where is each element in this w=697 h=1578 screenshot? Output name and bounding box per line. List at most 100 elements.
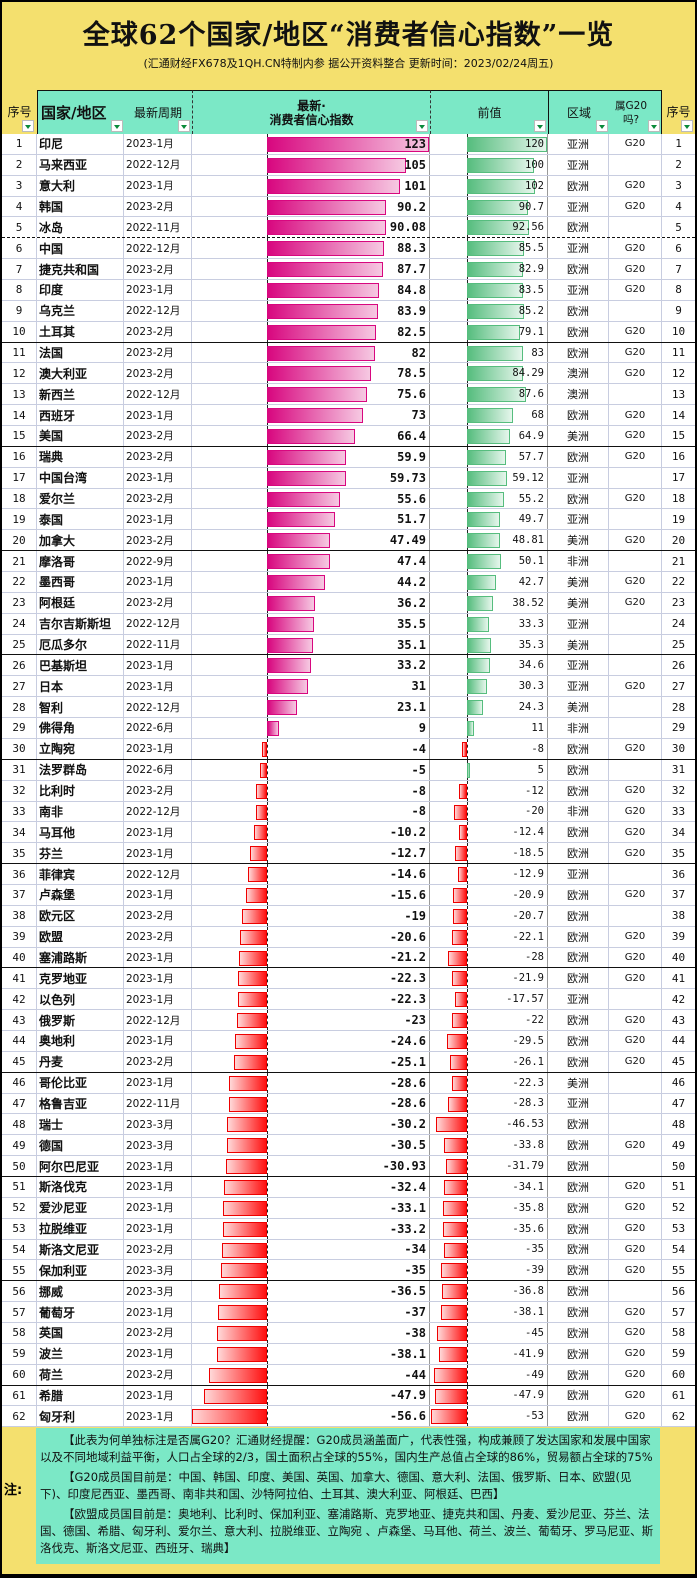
latest-index-cell: -30.93 bbox=[192, 1156, 430, 1176]
filter-dropdown-icon[interactable] bbox=[648, 120, 660, 132]
filter-dropdown-icon[interactable] bbox=[22, 120, 34, 132]
table-row[interactable]: 45 丹麦 2023-2月 -25.1 -26.1 欧洲 G20 45 bbox=[2, 1051, 695, 1073]
table-row[interactable]: 40 塞浦路斯 2023-1月 -21.2 -28 欧洲 G20 40 bbox=[2, 947, 695, 969]
table-row[interactable]: 54 斯洛文尼亚 2023-2月 -34 -35 欧洲 G20 54 bbox=[2, 1239, 695, 1261]
latest-period: 2023-1月 bbox=[124, 947, 192, 968]
table-row[interactable]: 52 爱沙尼亚 2023-1月 -33.1 -35.8 欧洲 G20 52 bbox=[2, 1197, 695, 1219]
filter-dropdown-icon[interactable] bbox=[681, 120, 693, 132]
prev-bar bbox=[467, 554, 501, 570]
table-row[interactable]: 19 泰国 2023-1月 51.7 49.7 亚洲 19 bbox=[2, 509, 695, 531]
table-row[interactable]: 44 奥地利 2023-1月 -24.6 -29.5 欧洲 G20 44 bbox=[2, 1030, 695, 1052]
table-row[interactable]: 20 加拿大 2023-2月 47.49 48.81 美洲 G20 20 bbox=[2, 530, 695, 552]
table-row[interactable]: 47 格鲁吉亚 2022-11月 -28.6 -28.3 亚洲 47 bbox=[2, 1093, 695, 1115]
table-row[interactable]: 7 捷克共和国 2023-2月 87.7 82.9 欧洲 G20 7 bbox=[2, 259, 695, 281]
latest-period: 2023-2月 bbox=[124, 321, 192, 342]
table-row[interactable]: 25 厄瓜多尔 2022-11月 35.1 35.3 美洲 25 bbox=[2, 634, 695, 656]
latest-period: 2023-1月 bbox=[124, 1197, 192, 1218]
table-row[interactable]: 6 中国 2022-12月 88.3 85.5 亚洲 G20 6 bbox=[2, 238, 695, 260]
latest-value: -24.6 bbox=[389, 1033, 426, 1048]
g20-flag bbox=[609, 634, 662, 655]
table-row[interactable]: 21 摩洛哥 2022-9月 47.4 50.1 非洲 21 bbox=[2, 551, 695, 573]
latest-value: -28.6 bbox=[389, 1075, 426, 1090]
table-row[interactable]: 8 印度 2023-1月 84.8 83.5 亚洲 G20 8 bbox=[2, 280, 695, 301]
table-row[interactable]: 46 哥伦比亚 2023-1月 -28.6 -22.3 美洲 46 bbox=[2, 1072, 695, 1094]
table-row[interactable]: 1 印尼 2023-1月 123 120 亚洲 G20 1 bbox=[2, 134, 695, 155]
table-row[interactable]: 2 马来西亚 2022-12月 105 100 亚洲 2 bbox=[2, 154, 695, 176]
prev-index-cell: 30.3 bbox=[430, 676, 548, 697]
table-row[interactable]: 55 保加利亚 2023-3月 -35 -39 欧洲 G20 55 bbox=[2, 1260, 695, 1282]
data-table: 1 印尼 2023-1月 123 120 亚洲 G20 1 2 马来西亚 202… bbox=[2, 134, 695, 1428]
row-seq: 24 bbox=[2, 613, 37, 634]
region: 欧洲 bbox=[548, 1176, 609, 1197]
latest-value: 83.9 bbox=[397, 303, 426, 318]
table-row[interactable]: 59 波兰 2023-1月 -38.1 -41.9 欧洲 G20 59 bbox=[2, 1343, 695, 1365]
table-row[interactable]: 12 澳大利亚 2023-2月 78.5 84.29 澳洲 G20 12 bbox=[2, 363, 695, 385]
table-row[interactable]: 13 新西兰 2022-12月 75.6 87.6 澳洲 13 bbox=[2, 384, 695, 406]
table-row[interactable]: 16 瑞典 2023-2月 59.9 57.7 欧洲 G20 16 bbox=[2, 446, 695, 468]
table-row[interactable]: 38 欧元区 2023-2月 -19 -20.7 欧洲 38 bbox=[2, 905, 695, 927]
table-row[interactable]: 61 希腊 2023-1月 -47.9 -47.9 欧洲 G20 61 bbox=[2, 1385, 695, 1407]
table-row[interactable]: 42 以色列 2023-1月 -22.3 -17.57 亚洲 42 bbox=[2, 989, 695, 1011]
table-row[interactable]: 30 立陶宛 2023-1月 -4 -8 欧洲 G20 30 bbox=[2, 738, 695, 760]
table-row[interactable]: 50 阿尔巴尼亚 2023-1月 -30.93 -31.79 欧洲 50 bbox=[2, 1156, 695, 1177]
table-row[interactable]: 51 斯洛伐克 2023-1月 -32.4 -34.1 欧洲 G20 51 bbox=[2, 1176, 695, 1198]
table-row[interactable]: 48 瑞士 2023-3月 -30.2 -46.53 欧洲 48 bbox=[2, 1114, 695, 1136]
table-row[interactable]: 17 中国台湾 2023-1月 59.73 59.12 亚洲 17 bbox=[2, 467, 695, 489]
table-row[interactable]: 15 美国 2023-2月 66.4 64.9 美洲 G20 15 bbox=[2, 426, 695, 447]
filter-dropdown-icon[interactable] bbox=[416, 120, 428, 132]
table-row[interactable]: 23 阿根廷 2023-2月 36.2 38.52 美洲 G20 23 bbox=[2, 592, 695, 614]
latest-index-cell: 35.5 bbox=[192, 613, 430, 634]
region: 欧洲 bbox=[548, 405, 609, 426]
row-seq: 1 bbox=[2, 134, 37, 154]
table-row[interactable]: 35 芬兰 2023-1月 -12.7 -18.5 欧洲 G20 35 bbox=[2, 843, 695, 865]
table-row[interactable]: 32 比利时 2023-2月 -8 -12 欧洲 G20 32 bbox=[2, 780, 695, 802]
table-row[interactable]: 3 意大利 2023-1月 101 102 欧洲 G20 3 bbox=[2, 175, 695, 197]
latest-period: 2023-1月 bbox=[124, 280, 192, 300]
table-row[interactable]: 22 墨西哥 2023-1月 44.2 42.7 美洲 G20 22 bbox=[2, 572, 695, 593]
table-row[interactable]: 5 冰岛 2022-11月 90.08 92.56 欧洲 5 bbox=[2, 217, 695, 239]
table-row[interactable]: 57 葡萄牙 2023-1月 -37 -38.1 欧洲 G20 57 bbox=[2, 1302, 695, 1323]
table-row[interactable]: 60 荷兰 2023-2月 -44 -49 欧洲 G20 60 bbox=[2, 1364, 695, 1386]
table-row[interactable]: 43 俄罗斯 2022-12月 -23 -22 欧洲 G20 43 bbox=[2, 1010, 695, 1031]
region: 欧洲 bbox=[548, 1385, 609, 1406]
table-row[interactable]: 14 西班牙 2023-1月 73 68 欧洲 G20 14 bbox=[2, 405, 695, 427]
table-row[interactable]: 58 英国 2023-2月 -38 -45 欧洲 G20 58 bbox=[2, 1322, 695, 1344]
table-row[interactable]: 24 吉尔吉斯斯坦 2022-12月 35.5 33.3 亚洲 24 bbox=[2, 613, 695, 635]
table-row[interactable]: 18 爱尔兰 2023-2月 55.6 55.2 欧洲 G20 18 bbox=[2, 488, 695, 510]
filter-dropdown-icon[interactable] bbox=[534, 120, 546, 132]
latest-period: 2023-1月 bbox=[124, 968, 192, 989]
table-row[interactable]: 4 韩国 2023-2月 90.2 90.7 亚洲 G20 4 bbox=[2, 196, 695, 218]
table-row[interactable]: 49 德国 2023-3月 -30.5 -33.8 欧洲 G20 49 bbox=[2, 1135, 695, 1157]
table-row[interactable]: 62 匈牙利 2023-1月 -56.6 -53 欧洲 G20 62 bbox=[2, 1406, 695, 1428]
table-row[interactable]: 36 菲律宾 2022-12月 -14.6 -12.9 亚洲 36 bbox=[2, 864, 695, 885]
region: 欧洲 bbox=[548, 488, 609, 509]
latest-index-cell: 23.1 bbox=[192, 697, 430, 718]
table-row[interactable]: 9 乌克兰 2022-12月 83.9 85.2 欧洲 9 bbox=[2, 300, 695, 322]
prev-index-cell: -18.5 bbox=[430, 843, 548, 864]
table-row[interactable]: 34 马耳他 2023-1月 -10.2 -12.4 欧洲 G20 34 bbox=[2, 822, 695, 844]
table-row[interactable]: 26 巴基斯坦 2023-1月 33.2 34.6 亚洲 26 bbox=[2, 655, 695, 677]
table-row[interactable]: 56 挪威 2023-3月 -36.5 -36.8 欧洲 56 bbox=[2, 1281, 695, 1303]
filter-dropdown-icon[interactable] bbox=[111, 120, 123, 132]
table-row[interactable]: 10 土耳其 2023-2月 82.5 79.1 欧洲 G20 10 bbox=[2, 321, 695, 343]
table-row[interactable]: 37 卢森堡 2023-1月 -15.6 -20.9 欧洲 G20 37 bbox=[2, 884, 695, 906]
g20-flag bbox=[609, 300, 662, 321]
table-row[interactable]: 33 南非 2022-12月 -8 -20 非洲 G20 33 bbox=[2, 801, 695, 823]
table-row[interactable]: 28 智利 2022-12月 23.1 24.3 美洲 28 bbox=[2, 697, 695, 719]
region: 欧洲 bbox=[548, 1281, 609, 1302]
country-name: 南非 bbox=[37, 801, 124, 822]
table-row[interactable]: 39 欧盟 2023-2月 -20.6 -22.1 欧洲 G20 39 bbox=[2, 926, 695, 948]
table-row[interactable]: 41 克罗地亚 2023-1月 -22.3 -21.9 欧洲 G20 41 bbox=[2, 968, 695, 990]
table-row[interactable]: 53 拉脱维亚 2023-1月 -33.2 -35.6 欧洲 G20 53 bbox=[2, 1218, 695, 1240]
latest-bar bbox=[222, 1242, 267, 1258]
table-row[interactable]: 11 法国 2023-2月 82 83 欧洲 G20 11 bbox=[2, 342, 695, 364]
table-row[interactable]: 27 日本 2023-1月 31 30.3 亚洲 G20 27 bbox=[2, 676, 695, 698]
filter-dropdown-icon[interactable] bbox=[178, 120, 190, 132]
table-row[interactable]: 31 法罗群岛 2022-6月 -5 5 欧洲 31 bbox=[2, 759, 695, 781]
latest-bar bbox=[253, 825, 267, 841]
prev-index-cell: 59.12 bbox=[430, 467, 548, 488]
latest-index-cell: -56.6 bbox=[192, 1406, 430, 1427]
filter-dropdown-icon[interactable] bbox=[596, 120, 608, 132]
prev-bar bbox=[441, 1305, 467, 1321]
table-row[interactable]: 29 佛得角 2022-6月 9 11 非洲 29 bbox=[2, 718, 695, 739]
